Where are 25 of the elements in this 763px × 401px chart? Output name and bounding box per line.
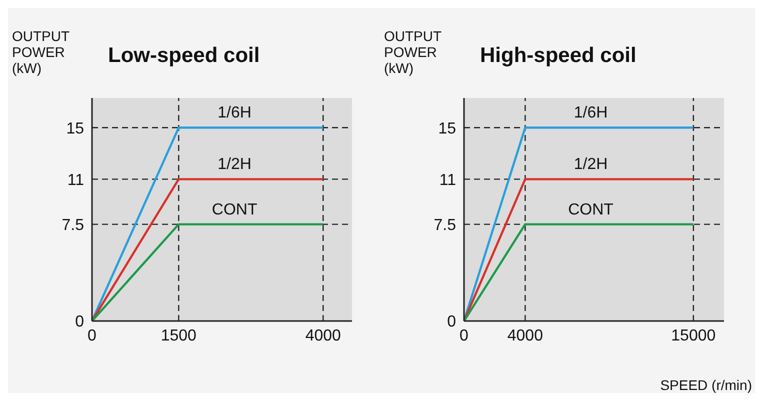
y-tick-label: 15 [438, 120, 456, 138]
x-axis-title: SPEED (r/min) [660, 377, 752, 393]
x-tick-label: 0 [88, 327, 97, 344]
chart-title: Low-speed coil [108, 44, 260, 68]
y-axis-title: OUTPUT POWER (kW) [384, 28, 442, 76]
y-tick-label: 0 [75, 314, 84, 331]
series-label: 1/2H [218, 156, 252, 174]
series-label: 1/6H [218, 104, 252, 122]
x-tick-label: 15000 [671, 327, 716, 344]
series-label: 1/6H [574, 104, 608, 122]
x-tick-label: 0 [460, 327, 469, 344]
series-label: CONT [212, 201, 258, 218]
y-tick-label: 0 [447, 314, 456, 331]
y-tick-label: 7.5 [434, 217, 456, 234]
x-tick-label: 4000 [305, 327, 342, 344]
y-tick-label: 7.5 [62, 217, 84, 234]
x-tick-label: 4000 [507, 327, 544, 344]
series-label: CONT [568, 201, 614, 218]
x-tick-label: 1500 [160, 327, 197, 344]
y-tick-label: 11 [67, 172, 84, 189]
y-axis-title: OUTPUT POWER (kW) [12, 28, 70, 76]
y-tick-label: 15 [66, 120, 84, 138]
series-label: 1/2H [574, 156, 608, 174]
chart-title: High-speed coil [480, 44, 636, 68]
y-tick-label: 11 [439, 172, 456, 189]
